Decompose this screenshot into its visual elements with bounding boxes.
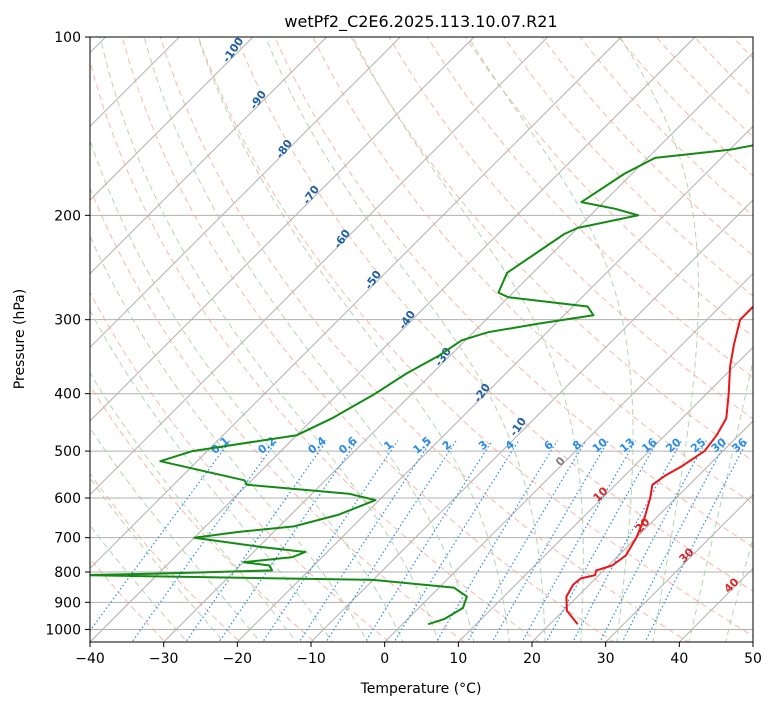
dry-adiabat-line (312, 37, 753, 505)
mixing-ratio-line (521, 440, 637, 642)
moist-adiabat-line (90, 427, 261, 642)
moist-adiabat-line (90, 138, 404, 642)
mixing-ratio-line (572, 440, 683, 642)
temperature-profile-line (565, 305, 753, 625)
y-tick-label: 600 (54, 491, 81, 507)
x-tick-label: 20 (523, 651, 541, 667)
moist-adiabat-line (90, 235, 369, 642)
mixing-ratio-line (364, 440, 493, 642)
dry-adiabat-line (121, 37, 615, 642)
mixing-ratio-line (298, 440, 432, 642)
x-tick-label: −30 (149, 651, 179, 667)
moist-adiabat-line (725, 536, 753, 642)
dry-adiabats (90, 37, 753, 642)
y-tick-label: 100 (54, 30, 81, 46)
chart-title: wetPf2_C2E6.2025.113.10.07.R21 (284, 12, 557, 32)
plot-frame (89, 36, 754, 643)
moist-adiabat-line (143, 37, 475, 642)
isotherm-line (604, 493, 753, 642)
moist-adiabat-line (90, 477, 225, 642)
isotherm-line (236, 125, 753, 642)
mixing-ratio-line (466, 440, 587, 642)
mixing-ratio-line (131, 440, 278, 642)
y-tick-label: 300 (54, 313, 81, 329)
moist-adiabat-line (352, 37, 584, 642)
x-tick-label: −20 (223, 651, 253, 667)
dry-adiabat-line (159, 37, 690, 642)
x-tick-label: 50 (744, 651, 762, 667)
mixing-ratio-line (644, 440, 748, 642)
dry-adiabat-line (90, 186, 465, 642)
mixing-ratio-line (325, 440, 457, 642)
x-axis-title: Temperature (°C) (360, 681, 482, 697)
dry-adiabat-line (464, 37, 753, 337)
y-tick-label: 900 (54, 595, 81, 611)
mixing-ratio-lines (90, 440, 748, 642)
isotherm-line (90, 37, 549, 496)
dry-adiabat-line (426, 37, 753, 378)
moist-adiabat-line (688, 358, 753, 642)
skewed-isotherms (90, 37, 753, 642)
y-tick-label: 700 (54, 531, 81, 547)
x-axis-ticks: −40 −30 −20 −10 0 10 20 30 40 50 (75, 642, 762, 667)
dewpoint-profile-line (90, 144, 753, 626)
mixing-ratio-line (599, 440, 707, 642)
moist-adiabat-line (99, 37, 440, 642)
dry-adiabat-line (90, 291, 391, 642)
isotherm-line (90, 37, 181, 128)
sounding-profiles (90, 144, 753, 626)
dry-adiabat-line (90, 472, 241, 642)
moist-adiabat-line (265, 37, 546, 642)
mixing-ratio-line (545, 440, 659, 642)
dry-adiabat-line (90, 59, 540, 642)
x-tick-label: −10 (296, 651, 326, 667)
x-tick-label: 0 (380, 651, 389, 667)
y-axis-title: Pressure (hPa) (12, 289, 28, 389)
mixing-ratio-line (621, 440, 728, 642)
isotherm-line (531, 420, 753, 642)
y-tick-label: 200 (54, 208, 81, 224)
y-tick-label: 1000 (45, 622, 81, 638)
isotherm-line (90, 37, 328, 275)
moist-adiabats (90, 37, 753, 642)
dry-adiabat-line (236, 37, 753, 592)
mixing-ratio-line (262, 440, 399, 642)
y-tick-label: 800 (54, 565, 81, 581)
x-tick-label: 30 (597, 651, 615, 667)
moist-adiabat-line (90, 371, 297, 642)
isotherm-line (90, 37, 475, 422)
moist-adiabat-line (467, 37, 634, 642)
moist-adiabat-line (90, 309, 333, 642)
mixing-ratio-line (491, 440, 609, 642)
dry-adiabat-line (617, 37, 753, 177)
dry-adiabat-line (388, 37, 753, 420)
x-tick-label: 40 (670, 651, 688, 667)
isotherm-line (90, 37, 623, 570)
moist-adiabat-line (619, 37, 699, 642)
x-tick-label: −40 (75, 651, 105, 667)
y-axis-ticks: 100 200 300 400 500 600 700 800 900 1000 (45, 30, 90, 638)
x-tick-label: 10 (449, 651, 467, 667)
moist-adiabat-line (197, 37, 510, 642)
isotherm-line (90, 37, 696, 642)
y-tick-label: 500 (54, 444, 81, 460)
y-tick-label: 400 (54, 387, 81, 403)
dry-adiabat-line (655, 37, 753, 138)
isotherm-line (90, 37, 402, 349)
isotherm-line (310, 199, 753, 642)
mixing-ratio-line (435, 440, 558, 642)
isotherm-line (90, 37, 254, 201)
isotherm-line (457, 346, 753, 642)
